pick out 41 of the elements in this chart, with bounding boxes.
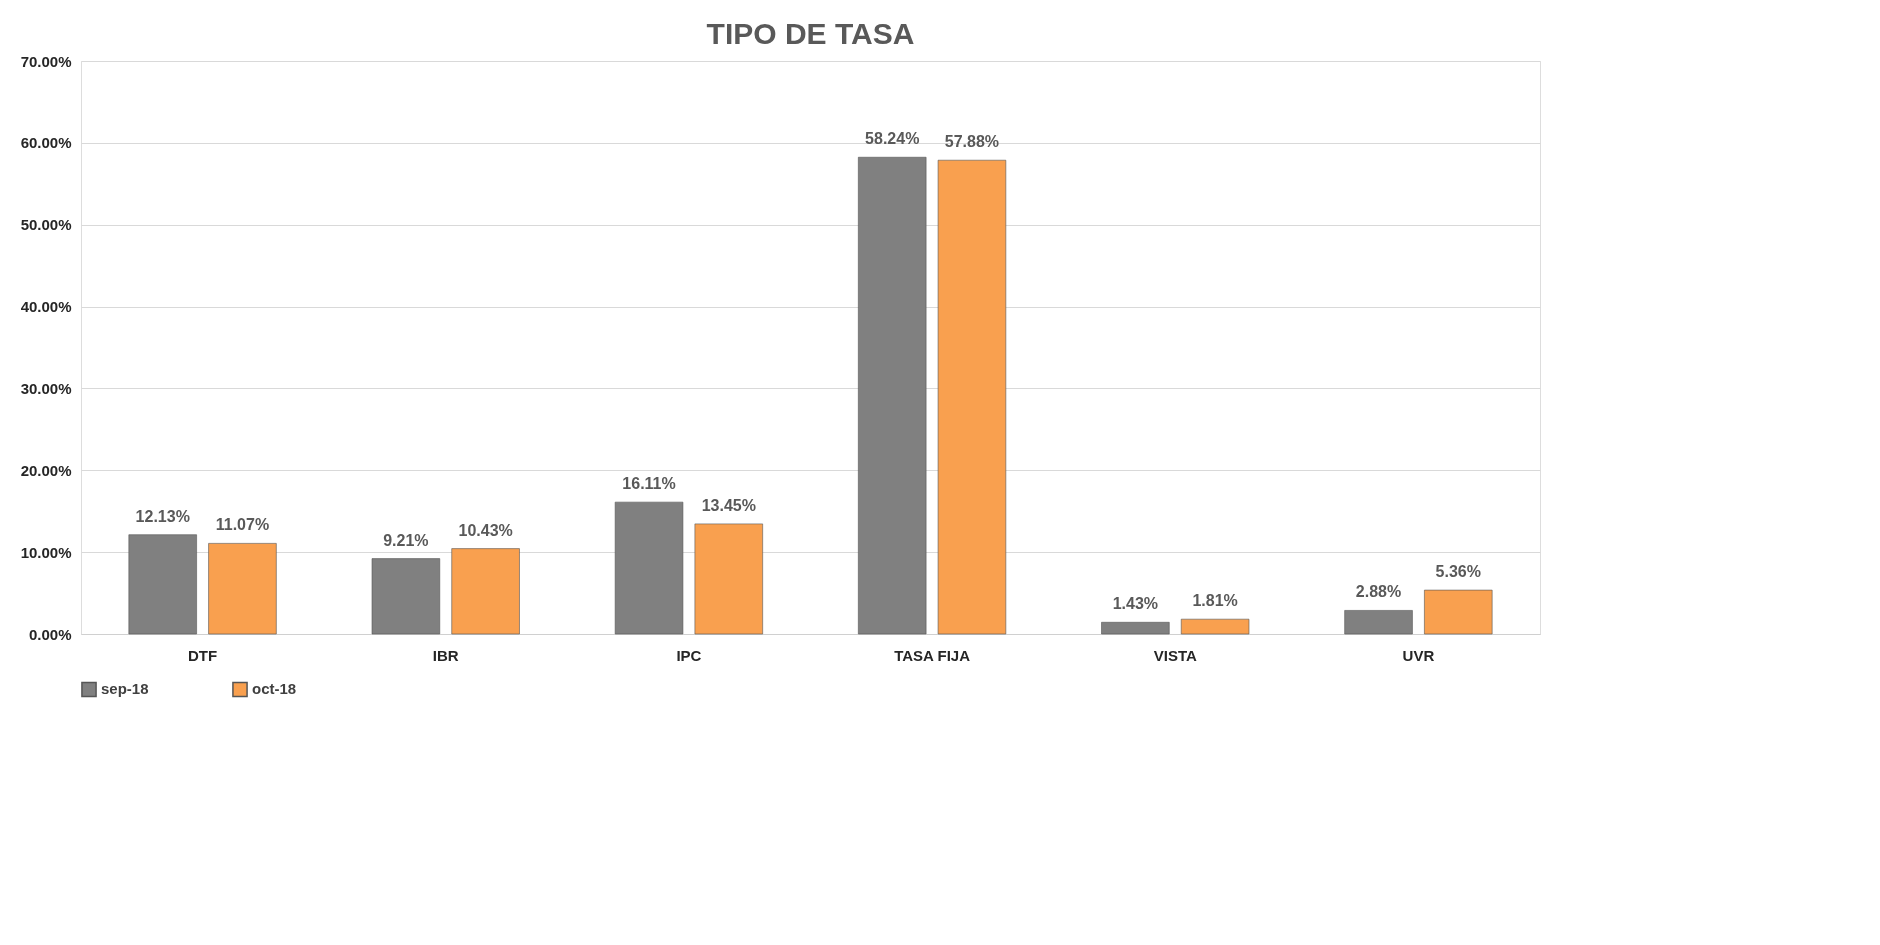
data-label: 58.24% [865,130,920,148]
bar [1344,610,1413,635]
y-tick-label: 30.00% [20,379,72,397]
bar [1101,621,1170,635]
x-tick-label: DTF [188,646,218,664]
x-tick-label: IPC [676,646,702,664]
y-tick-label: 60.00% [20,134,72,152]
legend-label: oct-18 [252,680,297,698]
bar [371,558,441,635]
data-label: 5.36% [1435,563,1481,581]
y-tick-label: 20.00% [20,461,72,479]
x-tick-label: TASA FIJA [894,646,971,664]
bar [858,156,927,635]
bar [694,523,763,635]
y-tick-label: 40.00% [20,298,72,316]
data-label: 9.21% [383,531,429,549]
x-tick-label: VISTA [1153,646,1197,664]
y-tick-label: 10.00% [20,543,72,561]
data-label: 57.88% [944,133,1000,151]
bar [937,159,1007,635]
legend-label: sep-18 [101,680,149,698]
y-tick-label: 0.00% [28,625,72,643]
chart-title: TIPO DE TASA [706,17,915,50]
y-tick-label: 70.00% [20,52,72,70]
x-tick-label: IBR [432,646,459,664]
data-label: 2.88% [1355,583,1402,601]
data-label: 1.81% [1192,592,1238,610]
x-tick-label: UVR [1402,646,1435,664]
data-label: 12.13% [135,507,190,525]
data-label: 11.07% [215,516,270,534]
data-label: 16.11% [622,475,676,493]
bar [614,501,684,635]
bar [128,534,197,635]
data-label: 10.43% [458,521,513,539]
bar [451,548,520,635]
bar [1424,589,1493,635]
data-label: 1.43% [1112,595,1159,613]
y-tick-label: 50.00% [20,216,72,234]
bar [1180,618,1250,635]
bar [208,543,277,635]
data-label: 13.45% [701,496,756,514]
